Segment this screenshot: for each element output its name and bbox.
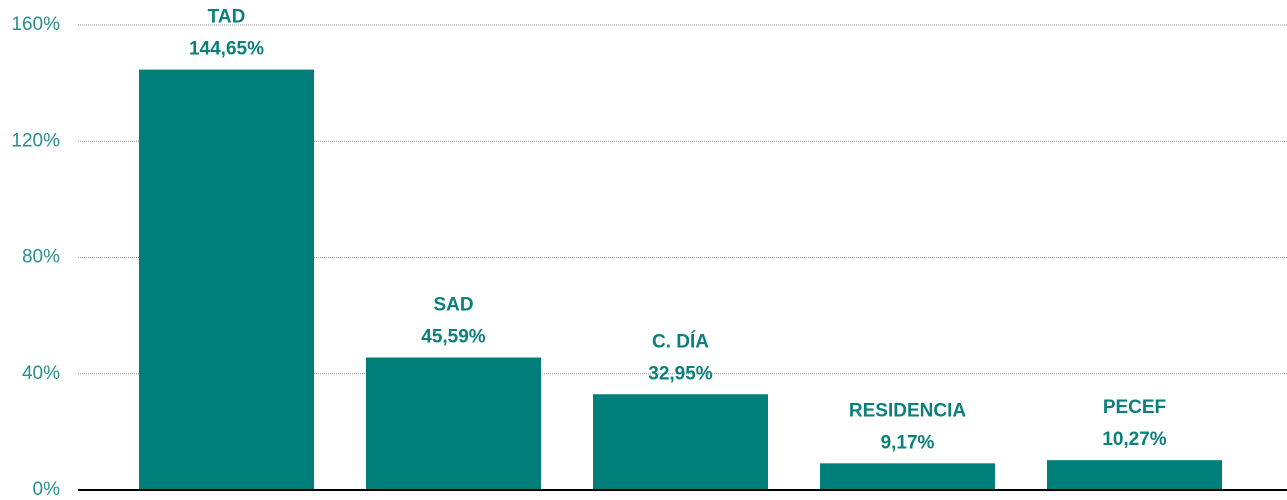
y-tick-label: 80% [22, 247, 60, 268]
value-label: 10,27% [1102, 429, 1167, 450]
y-tick-label: 120% [11, 130, 60, 151]
category-label: C. DÍA [652, 330, 709, 352]
bar [139, 69, 314, 491]
value-label: 45,59% [421, 327, 486, 348]
category-label: PECEF [1103, 397, 1166, 418]
category-label: RESIDENCIA [849, 400, 966, 421]
bar [366, 357, 541, 490]
category-label: SAD [433, 295, 473, 316]
value-label: 32,95% [648, 363, 713, 384]
category-label: TAD [208, 7, 246, 28]
bar [593, 394, 768, 490]
value-label: 144,65% [189, 39, 264, 60]
bar [1047, 460, 1222, 490]
y-tick-label: 0% [33, 479, 61, 500]
value-label: 9,17% [881, 432, 935, 453]
y-tick-label: 160% [11, 14, 60, 35]
y-tick-label: 40% [22, 363, 60, 384]
bar [820, 463, 995, 490]
